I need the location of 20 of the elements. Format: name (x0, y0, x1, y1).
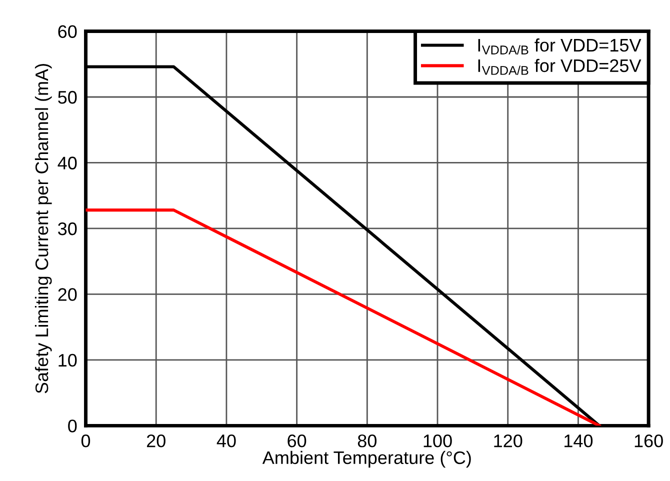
x-tick-label: 0 (81, 434, 90, 448)
y-tick-label: 20 (58, 288, 77, 301)
x-axis-title: Ambient Temperature (°C) (262, 450, 471, 468)
x-tick-label: 140 (564, 434, 593, 448)
x-tick-label: 160 (634, 434, 663, 448)
legend-label: I$_{VDDA/B}$ for VDD=25V (478, 58, 642, 75)
y-tick-label: 50 (58, 90, 77, 104)
x-tick-label: 20 (146, 434, 166, 448)
x-tick-label: 120 (494, 434, 522, 448)
x-tick-label: 40 (216, 434, 236, 448)
y-tick-label: 10 (58, 354, 77, 367)
x-tick-label: 60 (288, 434, 306, 448)
y-tick-label: 60 (58, 25, 77, 38)
y-tick-label: 40 (58, 156, 77, 170)
y-tick-label: 0 (68, 420, 77, 432)
y-axis-title: Safety Limiting Current per Channel (mA) (34, 64, 52, 394)
y-tick-label: 30 (58, 222, 77, 236)
x-tick-label: 100 (424, 434, 452, 448)
x-tick-label: 80 (358, 434, 376, 448)
legend-label: I$_{VDDA/B}$ for VDD=15V (478, 38, 642, 54)
